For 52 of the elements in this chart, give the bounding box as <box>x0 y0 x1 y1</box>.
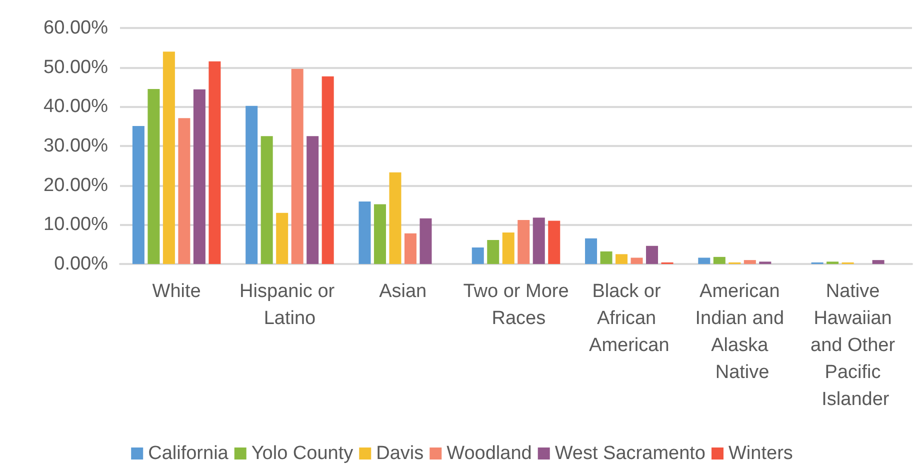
bar <box>548 220 560 264</box>
legend-label: Yolo County <box>251 443 354 464</box>
y-tick-label: 20.00% <box>44 174 108 196</box>
bar <box>502 232 514 264</box>
bar <box>698 258 710 264</box>
bar <box>246 106 258 264</box>
bar <box>358 201 371 264</box>
bar <box>744 260 756 264</box>
bar <box>585 238 598 264</box>
bar <box>148 88 160 264</box>
bar <box>193 89 206 264</box>
legend-label: Woodland <box>446 443 532 464</box>
bar <box>404 233 416 264</box>
legend-label: West Sacramento <box>554 443 706 464</box>
bar <box>178 118 190 264</box>
y-tick-label: 60.00% <box>44 18 108 38</box>
bar <box>616 254 628 264</box>
y-tick-label: 40.00% <box>44 96 108 118</box>
bar <box>162 52 175 264</box>
bar <box>472 247 484 264</box>
x-tick-label: American Indian and Alaska Native <box>695 281 790 383</box>
x-tick-label: Native Hawaiian and Other Pacific Islander <box>810 281 900 410</box>
x-tick-label: Asian <box>379 281 427 302</box>
bar <box>260 136 273 264</box>
bar <box>420 218 432 264</box>
x-tick-label: Black or African American <box>589 281 670 356</box>
y-tick-label: 50.00% <box>44 56 108 78</box>
bar <box>630 258 643 264</box>
bar <box>306 136 319 264</box>
bar <box>322 76 334 264</box>
bar <box>276 212 288 264</box>
bar <box>713 256 726 264</box>
legend-label: Davis <box>376 443 424 464</box>
bar <box>374 204 386 264</box>
x-tick-label: Hispanic or Latino <box>240 281 340 329</box>
bar <box>646 246 658 264</box>
bar <box>600 251 612 264</box>
x-tick-label: White <box>152 281 201 302</box>
y-tick-label: 10.00% <box>44 214 108 236</box>
bar <box>518 220 530 264</box>
y-tick-label: 0.00% <box>54 254 108 274</box>
bar <box>208 61 221 264</box>
bar <box>487 240 500 264</box>
x-tick-label: Two or More Races <box>463 281 569 329</box>
y-tick-label: 30.00% <box>44 136 108 156</box>
bar <box>291 68 304 264</box>
legend-label: California <box>148 443 229 464</box>
bar <box>872 260 884 264</box>
bar <box>132 126 144 264</box>
legend-label: Winters <box>728 443 793 464</box>
bar <box>389 172 402 264</box>
bar <box>532 218 545 264</box>
